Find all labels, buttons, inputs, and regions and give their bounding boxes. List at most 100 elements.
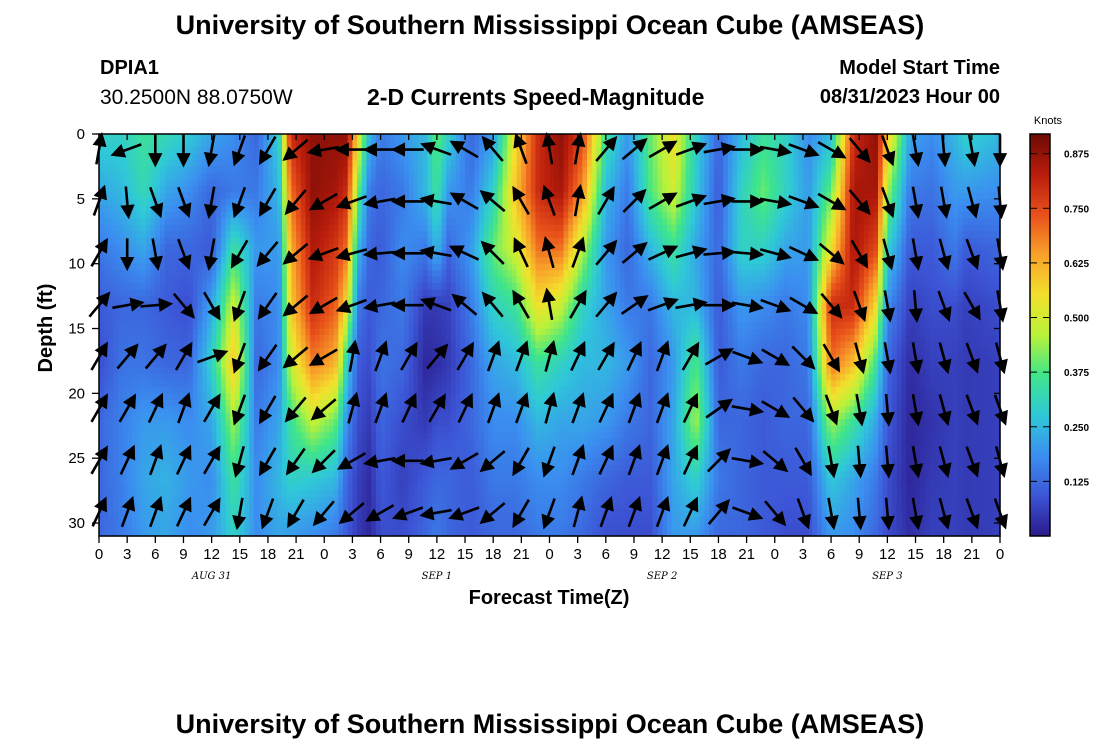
heat-cell [375, 438, 382, 446]
heat-cell [113, 503, 119, 511]
heat-cell [263, 380, 269, 388]
heat-cell [357, 244, 363, 252]
heat-cell [164, 231, 170, 239]
heat-cell [375, 224, 382, 232]
heat-cell [314, 419, 321, 427]
heat-cell [394, 393, 400, 401]
heat-cell [333, 224, 339, 232]
heat-cell [343, 412, 349, 420]
heat-cell [117, 386, 124, 394]
heat-cell [441, 328, 447, 336]
heat-cell [164, 354, 170, 362]
heat-cell [192, 172, 199, 180]
heat-cell [169, 419, 175, 427]
heat-cell [164, 529, 170, 537]
heat-cell [286, 134, 292, 142]
heat-cell [141, 347, 147, 356]
heat-cell [436, 140, 443, 148]
heat-cell [352, 185, 358, 193]
heat-cell [460, 386, 466, 394]
heat-cell [441, 146, 447, 155]
heat-cell [286, 399, 292, 407]
heat-cell [183, 218, 189, 226]
heat-cell [343, 283, 349, 291]
heat-cell [258, 386, 264, 394]
heat-cell [164, 218, 170, 226]
heat-cell [399, 347, 405, 356]
heat-cell [314, 224, 321, 232]
heat-cell [225, 510, 231, 518]
heat-cell [455, 412, 461, 420]
heat-cell [127, 296, 133, 304]
heat-cell [366, 341, 372, 349]
heat-cell [352, 289, 358, 297]
heat-cell [155, 309, 161, 317]
heat-cell [324, 205, 330, 213]
heat-cell [108, 179, 114, 187]
heat-cell [441, 419, 447, 427]
heat-cell [375, 406, 382, 414]
heat-cell [150, 484, 156, 492]
heat-cell [267, 523, 274, 531]
heat-cell [131, 464, 138, 472]
heat-cell [258, 529, 264, 537]
heat-cell [450, 438, 457, 446]
heat-cell [277, 276, 283, 284]
heat-cell [305, 451, 311, 459]
heat-cell [427, 425, 433, 433]
heat-cell [366, 412, 372, 420]
heat-cell [418, 399, 424, 407]
heat-cell [169, 237, 175, 245]
heat-cell [455, 211, 461, 219]
heat-cell [211, 153, 217, 161]
heat-cell [319, 386, 325, 394]
heat-cell [343, 257, 349, 265]
heat-cell [361, 270, 368, 278]
heat-cell [131, 309, 138, 317]
heat-cell [300, 380, 307, 388]
heat-cell [282, 218, 288, 226]
heat-cell [305, 153, 311, 161]
heat-cell [465, 419, 471, 427]
heat-cell [300, 529, 307, 537]
heat-cell [211, 360, 217, 369]
heat-cell [310, 497, 316, 505]
heat-cell [305, 198, 311, 206]
heat-cell [343, 451, 349, 459]
heat-cell [225, 218, 231, 226]
heat-cell [305, 270, 311, 278]
chart-subtitle: 2-D Currents Speed-Magnitude [367, 84, 705, 110]
heat-cell [211, 283, 217, 291]
heat-cell [361, 367, 368, 375]
heat-cell [418, 166, 424, 174]
heat-cell [460, 393, 466, 401]
heat-cell [122, 153, 128, 161]
heat-cell [319, 153, 325, 161]
heat-cell [174, 406, 180, 414]
heat-cell [305, 341, 311, 349]
heat-cell [174, 134, 180, 142]
heat-cell [211, 341, 217, 349]
heat-cell [235, 328, 241, 336]
heat-cell [380, 354, 386, 362]
heat-cell [296, 373, 302, 381]
heat-cell [389, 523, 396, 531]
heat-cell [436, 490, 443, 498]
heat-cell [249, 218, 255, 226]
heat-cell [394, 477, 400, 485]
heat-cell [338, 179, 344, 187]
heat-cell [192, 276, 199, 284]
heat-cell [366, 205, 372, 213]
heat-cell [422, 380, 429, 388]
heat-cell [113, 237, 119, 245]
heat-cell [258, 432, 264, 440]
heat-cell [328, 224, 335, 232]
heat-cell [150, 134, 156, 142]
heat-cell [188, 412, 194, 420]
heat-cell [474, 237, 480, 245]
heat-cell [385, 425, 391, 433]
heat-cell [375, 218, 382, 226]
heat-cell [263, 322, 269, 330]
heat-cell [277, 464, 283, 472]
heat-cell [141, 503, 147, 511]
